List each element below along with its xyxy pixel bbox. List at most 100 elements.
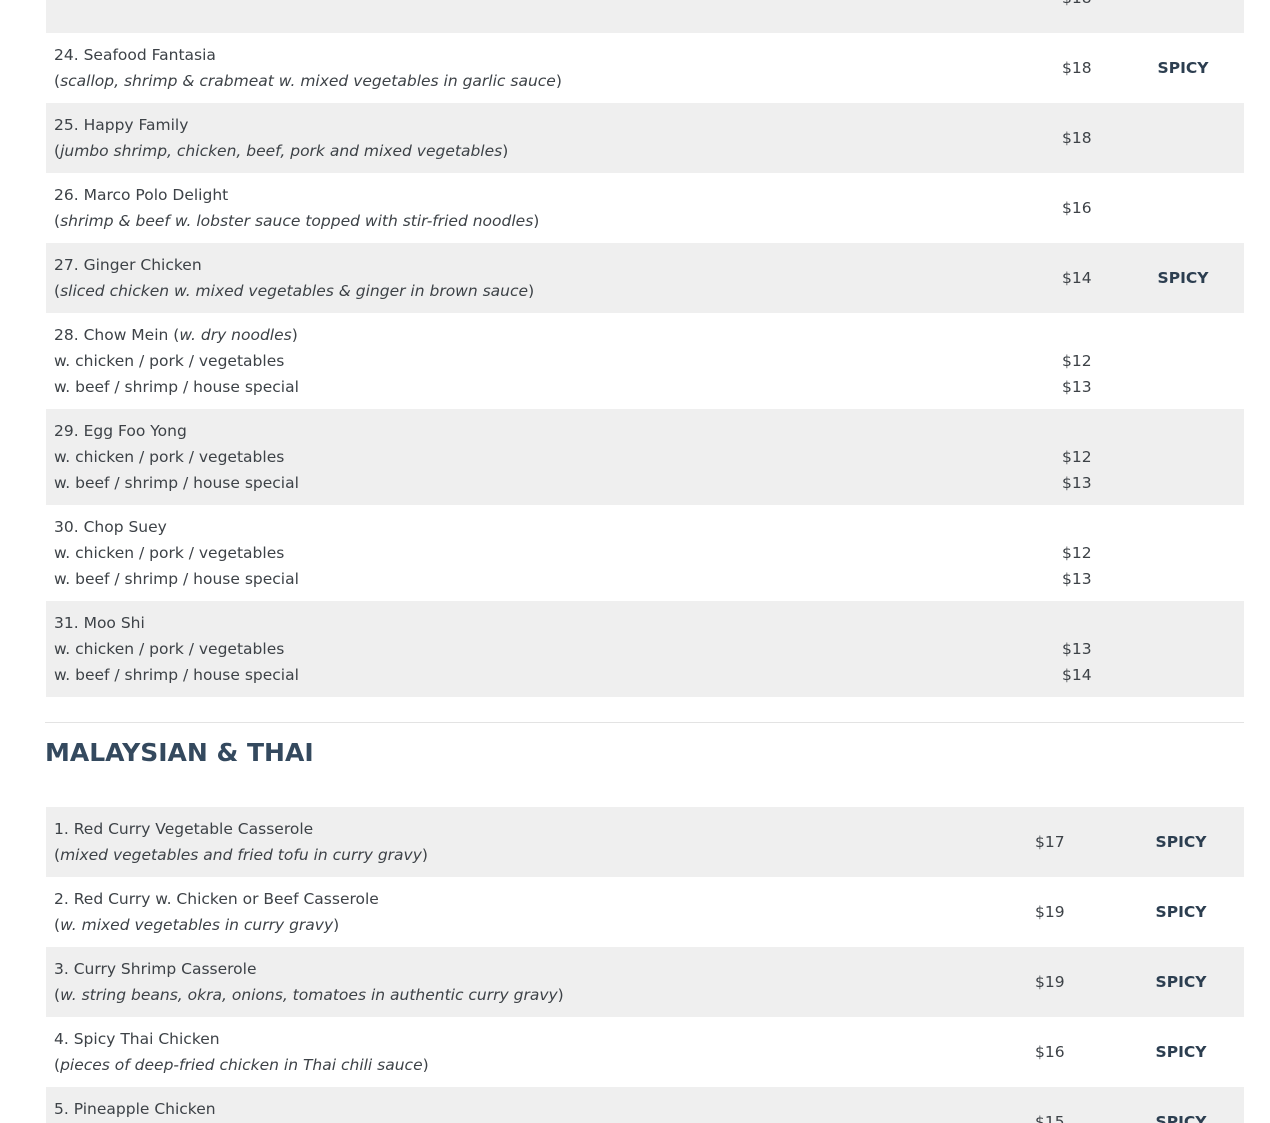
item-text: 4. Spicy Thai Chicken (pieces of deep-fri… [46,1026,1027,1078]
option-price: $13 [1062,640,1092,658]
spicy-cell [1122,514,1244,592]
item-text: 27. Ginger Chicken (sliced chicken w. mix… [46,252,1054,304]
option-price: $13 [1062,570,1092,588]
spicy-cell [1122,418,1244,496]
item-name: 31. Moo Shi [54,614,145,632]
spicy-cell: SPICY [1118,886,1244,938]
item-description: (shrimp & beef w. lobster sauce topped w… [54,212,540,230]
menu-item: 28. Chow Mein (w. dry noodles) w. chicken… [46,313,1244,409]
item-text: 28. Chow Mein (w. dry noodles) w. chicken… [46,322,1054,400]
menu-item: 4. Spicy Thai Chicken (pieces of deep-fri… [46,1017,1244,1087]
spicy-cell [1122,610,1244,688]
menu-item: 31. Moo Shi w. chicken / pork / vegetable… [46,601,1244,697]
item-description: (w. mixed vegetables in curry gravy) [54,916,340,934]
item-text: 2. Red Curry w. Chicken or Beef Casserol… [46,886,1027,938]
item-name: 26. Marco Polo Delight [54,186,229,204]
menu-table: (jumbo shrimp, scallop & crabmeat w. veg… [46,0,1244,697]
option-label: w. beef / shrimp / house special [54,666,299,684]
item-text: 5. Pineapple Chicken [46,1096,1027,1123]
item-description: (scallop, shrimp & crabmeat w. mixed veg… [54,72,562,90]
spicy-cell: SPICY [1118,816,1244,868]
price-cell: $18 [1054,42,1122,94]
menu-item: 30. Chop Suey w. chicken / pork / vegetab… [46,505,1244,601]
price-cell: $12 $13 [1054,322,1122,400]
item-name: 4. Spicy Thai Chicken [54,1030,220,1048]
price-cell: $17 [1027,816,1118,868]
menu-item: 1. Red Curry Vegetable Casserole (mixed v… [46,807,1244,877]
menu-item: 29. Egg Foo Yong w. chicken / pork / vege… [46,409,1244,505]
price-cell: $12 $13 [1054,514,1122,592]
spicy-cell: SPICY [1118,1026,1244,1078]
spacer [1062,514,1122,540]
item-description: (pieces of deep-fried chicken in Thai ch… [54,1056,429,1074]
item-price: $18 [1062,59,1092,77]
option-price: $12 [1062,448,1092,466]
spicy-label: SPICY [1155,1043,1207,1061]
item-price: $16 [1062,199,1092,217]
option-price: $14 [1062,666,1092,684]
item-name: 1. Red Curry Vegetable Casserole [54,820,314,838]
spicy-cell [1122,322,1244,400]
item-description: (mixed vegetables and fried tofu in curr… [54,846,428,864]
item-name: 2. Red Curry w. Chicken or Beef Casserol… [54,890,379,908]
item-description: (jumbo shrimp, chicken, beef, pork and m… [54,142,509,160]
option-label: w. chicken / pork / vegetables [54,640,285,658]
spicy-cell [1122,112,1244,164]
item-text: (jumbo shrimp, scallop & crabmeat w. veg… [46,0,1054,24]
option-label: w. chicken / pork / vegetables [54,352,285,370]
option-price: $12 [1062,544,1092,562]
menu-item: 26. Marco Polo Delight (shrimp & beef w. … [46,173,1244,243]
spicy-cell: SPICY [1122,42,1244,94]
item-text: 29. Egg Foo Yong w. chicken / pork / vege… [46,418,1054,496]
option-price: $12 [1062,352,1092,370]
item-price: $15 [1035,1113,1065,1123]
price-cell: $14 [1054,252,1122,304]
item-price: $14 [1062,269,1092,287]
menu-item: 25. Happy Family (jumbo shrimp, chicken, … [46,103,1244,173]
option-label: w. chicken / pork / vegetables [54,448,285,466]
item-name: 28. Chow Mein (w. dry noodles) [54,326,298,344]
item-text: 26. Marco Polo Delight (shrimp & beef w. … [46,182,1054,234]
spicy-label: SPICY [1155,973,1207,991]
item-price: $17 [1035,833,1065,851]
item-text: 3. Curry Shrimp Casserole (w. string bean… [46,956,1027,1008]
spicy-cell: SPICY [1122,252,1244,304]
item-description: (sliced chicken w. mixed vegetables & gi… [54,282,535,300]
item-price: $19 [1035,973,1065,991]
item-price: $18 [1062,0,1122,11]
price-cell: $16 [1054,182,1122,234]
option-price: $13 [1062,378,1092,396]
item-text: 1. Red Curry Vegetable Casserole (mixed v… [46,816,1027,868]
price-cell: $19 [1027,886,1118,938]
option-label: w. beef / shrimp / house special [54,474,299,492]
option-label: w. beef / shrimp / house special [54,570,299,588]
spicy-label: SPICY [1155,833,1207,851]
spacer [1062,322,1122,348]
menu-item: 3. Curry Shrimp Casserole (w. string bean… [46,947,1244,1017]
price-cell: $13 $14 [1054,610,1122,688]
item-name: 24. Seafood Fantasia [54,46,216,64]
item-text: 25. Happy Family (jumbo shrimp, chicken, … [46,112,1054,164]
price-cell: $19 [1027,956,1118,1008]
spicy-cell: SPICY [1118,1096,1244,1123]
item-price: $18 [1062,129,1092,147]
price-cell: $15 [1027,1096,1118,1123]
item-name: 30. Chop Suey [54,518,167,536]
price-cell: $18 [1054,0,1122,24]
spicy-cell [1122,0,1244,24]
item-name: 25. Happy Family [54,116,189,134]
menu-item: 27. Ginger Chicken (sliced chicken w. mix… [46,243,1244,313]
menu-item: 5. Pineapple Chicken $15 SPICY [46,1087,1244,1123]
divider [45,722,1244,723]
item-text: 31. Moo Shi w. chicken / pork / vegetable… [46,610,1054,688]
item-description: (w. string beans, okra, onions, tomatoes… [54,986,564,1004]
spicy-cell [1122,182,1244,234]
option-label: w. beef / shrimp / house special [54,378,299,396]
menu-item: 24. Seafood Fantasia (scallop, shrimp & c… [46,33,1244,103]
spicy-label: SPICY [1157,269,1209,287]
item-name: 27. Ginger Chicken [54,256,202,274]
option-label: w. chicken / pork / vegetables [54,544,285,562]
spicy-label: SPICY [1155,1113,1207,1123]
spicy-label: SPICY [1155,903,1207,921]
